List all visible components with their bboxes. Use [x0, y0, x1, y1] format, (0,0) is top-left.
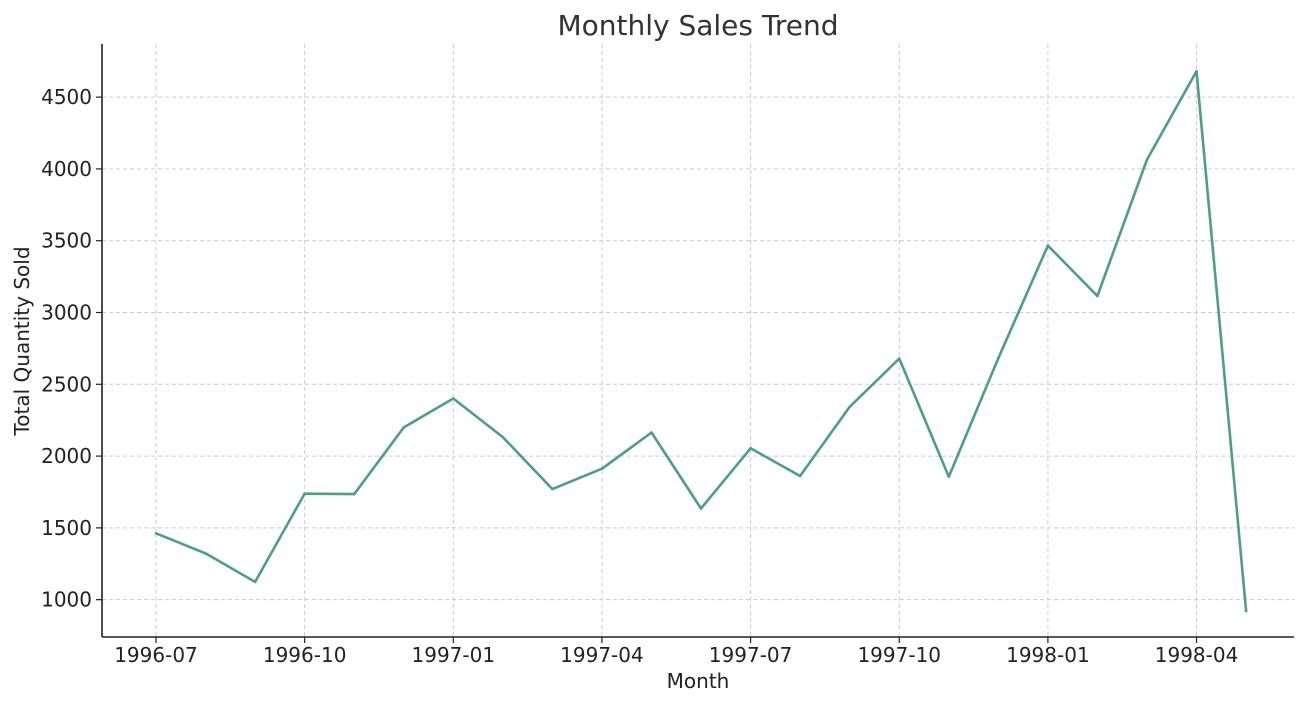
- data-point: [897, 357, 901, 360]
- x-tick-label: 1997-10: [857, 643, 941, 667]
- data-point: [650, 431, 653, 434]
- data-point: [947, 475, 951, 479]
- x-tick-label: 1997-07: [709, 643, 793, 667]
- y-axis-ticks: 1000 1500 2000 2500 3000 3500 4000 4500: [41, 85, 102, 612]
- y-gridlines: [102, 96, 1294, 601]
- x-tick-label: 1998-01: [1006, 643, 1090, 667]
- y-tick-label: 3000: [41, 301, 92, 325]
- y-tick-label: 2000: [41, 444, 92, 468]
- series-layer: [154, 69, 1248, 613]
- data-point: [303, 492, 306, 496]
- data-point: [204, 552, 207, 555]
- x-tick-label: 1996-10: [263, 643, 347, 667]
- y-axis-label: Total Quantity Sold: [10, 246, 34, 436]
- x-tick-label: 1997-04: [560, 643, 644, 667]
- data-point: [1096, 294, 1099, 298]
- data-point: [402, 426, 406, 429]
- data-point: [600, 467, 604, 471]
- data-point: [699, 507, 703, 510]
- x-axis-label: Month: [667, 669, 730, 693]
- data-point: [551, 487, 554, 491]
- data-point: [997, 356, 1000, 360]
- series-line: [154, 70, 1248, 613]
- y-tick-label: 1000: [41, 588, 92, 612]
- data-point: [253, 580, 257, 584]
- data-point: [1244, 609, 1248, 613]
- y-tick-label: 4500: [41, 85, 92, 109]
- y-tick-label: 3500: [41, 229, 92, 253]
- x-tick-label: 1998-04: [1155, 643, 1239, 667]
- y-tick-label: 2500: [41, 372, 92, 396]
- data-point: [1145, 158, 1149, 161]
- chart-title: Monthly Sales Trend: [557, 9, 838, 42]
- data-point: [1195, 69, 1198, 73]
- y-tick-label: 4000: [41, 157, 92, 181]
- data-point: [1046, 244, 1050, 247]
- data-point: [848, 405, 851, 409]
- x-axis-ticks: 1996-07 1996-10 1997-01 1997-04 1997-07 1997-…: [114, 637, 1238, 667]
- y-tick-label: 1500: [41, 516, 92, 540]
- x-gridlines: [155, 44, 1198, 637]
- data-point: [154, 532, 158, 535]
- data-point: [749, 447, 752, 450]
- x-tick-label: 1996-07: [114, 643, 198, 667]
- x-tick-label: 1997-01: [412, 643, 496, 667]
- data-point: [352, 492, 356, 496]
- data-point: [452, 397, 455, 400]
- data-point: [501, 435, 505, 439]
- data-point: [798, 474, 802, 478]
